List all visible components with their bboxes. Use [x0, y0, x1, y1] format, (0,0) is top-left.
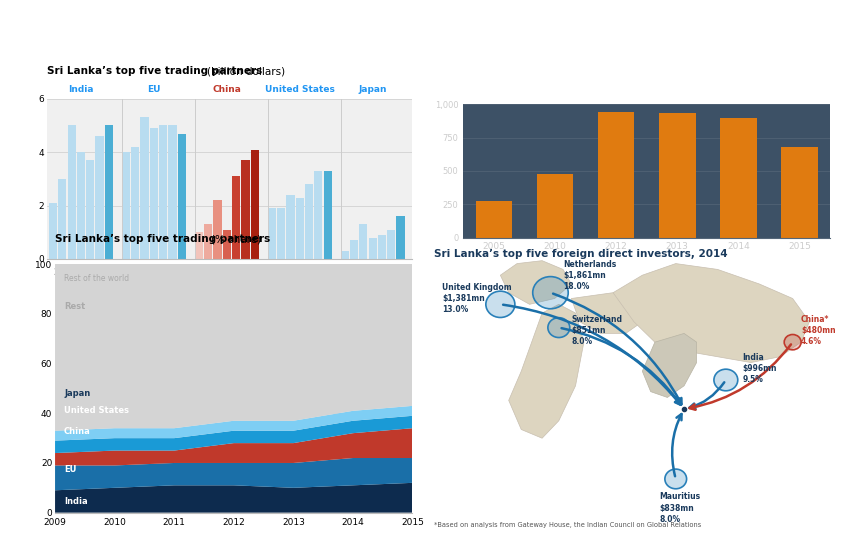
Text: India: India: [64, 497, 87, 506]
Text: China*
$480mn
4.6%: China* $480mn 4.6%: [801, 315, 836, 346]
Text: (% share): (% share): [211, 234, 262, 245]
Ellipse shape: [665, 469, 687, 489]
Text: United States: United States: [265, 85, 335, 94]
Bar: [159, 125, 168, 259]
Text: 2015: 2015: [308, 269, 328, 277]
Polygon shape: [501, 261, 572, 304]
Ellipse shape: [714, 369, 738, 391]
Text: (million dollars): (million dollars): [434, 84, 508, 93]
Bar: [86, 160, 94, 259]
Text: Switzerland
$851mn
8.0%: Switzerland $851mn 8.0%: [572, 315, 623, 346]
Bar: [122, 152, 130, 259]
Text: Rest of the world: Rest of the world: [64, 274, 129, 283]
Text: China: China: [213, 85, 241, 94]
Bar: [305, 184, 313, 259]
Bar: [350, 240, 358, 259]
Text: Sri Lanka’s top five trading partners: Sri Lanka’s top five trading partners: [55, 234, 274, 245]
Bar: [314, 171, 323, 259]
Text: India: India: [69, 85, 94, 94]
Bar: [378, 235, 386, 259]
Text: India
$996mn
9.5%: India $996mn 9.5%: [743, 353, 777, 384]
Polygon shape: [613, 264, 810, 363]
Bar: [58, 179, 66, 259]
Bar: [49, 203, 57, 259]
Bar: [232, 176, 241, 259]
Text: Sri Lanka’s top five trading partners: Sri Lanka’s top five trading partners: [47, 66, 265, 76]
Ellipse shape: [784, 334, 801, 350]
Text: 2015: 2015: [163, 269, 182, 277]
Polygon shape: [572, 293, 642, 333]
Text: Rest: Rest: [64, 302, 86, 311]
Bar: [268, 208, 276, 259]
Text: Sri Lanka’s total foreign direct investment receipts: Sri Lanka’s total foreign direct investm…: [434, 66, 708, 75]
Bar: [150, 128, 158, 259]
Text: Sri Lanka has yet to win more than 1 billion dollars
in foreign direct investmen: Sri Lanka has yet to win more than 1 bil…: [442, 21, 772, 44]
Bar: [96, 136, 103, 259]
Bar: [241, 160, 250, 259]
Text: 2015: 2015: [381, 269, 401, 277]
Text: 2009: 2009: [345, 269, 364, 277]
Ellipse shape: [548, 318, 570, 337]
Polygon shape: [509, 304, 584, 438]
Text: Japan: Japan: [358, 85, 387, 94]
Bar: [659, 113, 695, 238]
Text: 2009: 2009: [53, 269, 73, 277]
Text: 2009: 2009: [126, 269, 146, 277]
Text: EU: EU: [147, 85, 161, 94]
Bar: [340, 251, 349, 259]
Text: EU: EU: [64, 465, 76, 474]
Text: (billion dollars): (billion dollars): [207, 66, 285, 76]
Bar: [178, 134, 186, 259]
Bar: [324, 171, 332, 259]
Text: Mauritius
$838mn
8.0%: Mauritius $838mn 8.0%: [659, 492, 700, 524]
Bar: [475, 201, 512, 238]
Bar: [396, 216, 405, 259]
Bar: [387, 230, 396, 259]
Text: Japan: Japan: [64, 389, 91, 398]
Bar: [296, 198, 304, 259]
Bar: [195, 232, 203, 259]
Bar: [251, 150, 259, 259]
Text: 2009: 2009: [272, 269, 291, 277]
Ellipse shape: [486, 291, 515, 318]
Text: Sri Lanka’s top five foreign direct investors, 2014: Sri Lanka’s top five foreign direct inve…: [434, 249, 728, 259]
Bar: [105, 125, 113, 259]
Bar: [223, 230, 231, 259]
Text: China: China: [64, 427, 91, 436]
Text: 2015: 2015: [90, 269, 109, 277]
Bar: [131, 147, 140, 259]
Text: The EU and India are Sri Lanka’s top trading partners,
although trade with China: The EU and India are Sri Lanka’s top tra…: [17, 21, 368, 44]
Bar: [204, 224, 213, 259]
Bar: [213, 200, 222, 259]
Bar: [720, 119, 756, 238]
Text: United States: United States: [64, 406, 129, 415]
Bar: [537, 174, 573, 238]
Text: 2015: 2015: [235, 269, 255, 277]
Bar: [169, 125, 177, 259]
Bar: [277, 208, 285, 259]
Ellipse shape: [533, 277, 568, 309]
Bar: [368, 238, 377, 259]
Bar: [359, 224, 368, 259]
Polygon shape: [642, 333, 696, 397]
Text: *Based on analysis from Gateway House, the Indian Council on Global Relations: *Based on analysis from Gateway House, t…: [434, 522, 700, 529]
Bar: [68, 125, 75, 259]
Bar: [286, 195, 295, 259]
Bar: [781, 147, 818, 238]
Text: Netherlands
$1,861mn
18.0%: Netherlands $1,861mn 18.0%: [563, 260, 617, 291]
Bar: [77, 152, 85, 259]
Text: 2009: 2009: [199, 269, 219, 277]
Bar: [141, 117, 149, 259]
Text: United Kingdom
$1,381mn
13.0%: United Kingdom $1,381mn 13.0%: [442, 283, 512, 314]
Bar: [598, 112, 634, 238]
